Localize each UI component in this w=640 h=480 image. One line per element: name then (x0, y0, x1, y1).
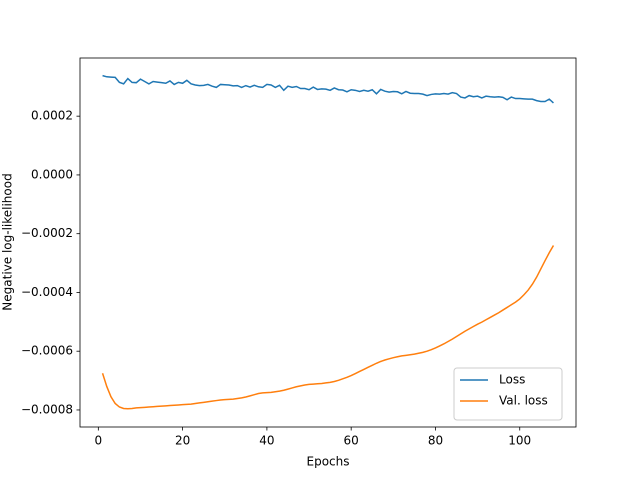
y-tick-label: 0.0000 (31, 167, 73, 181)
legend-label: Loss (499, 373, 525, 387)
x-tick-label: 0 (95, 434, 103, 448)
x-tick-label: 80 (428, 434, 443, 448)
line-series (102, 74, 554, 104)
x-tick-label: 100 (508, 434, 531, 448)
y-axis-label: Negative log-likelihood (1, 173, 15, 310)
y-tick-label: −0.0004 (21, 285, 73, 299)
y-tick-label: −0.0006 (21, 344, 73, 358)
x-tick-label: 40 (259, 434, 274, 448)
legend-box (453, 367, 563, 421)
y-tick-label: 0.0002 (31, 109, 73, 123)
y-tick-label: −0.0002 (21, 226, 73, 240)
plot-frame (79, 57, 577, 428)
x-axis-label: Epochs (307, 455, 350, 469)
y-tick-label: −0.0008 (21, 402, 73, 416)
x-tick-label: 60 (344, 434, 359, 448)
x-tick-label: 20 (175, 434, 190, 448)
line-series (101, 245, 555, 410)
legend-label: Val. loss (499, 394, 548, 408)
